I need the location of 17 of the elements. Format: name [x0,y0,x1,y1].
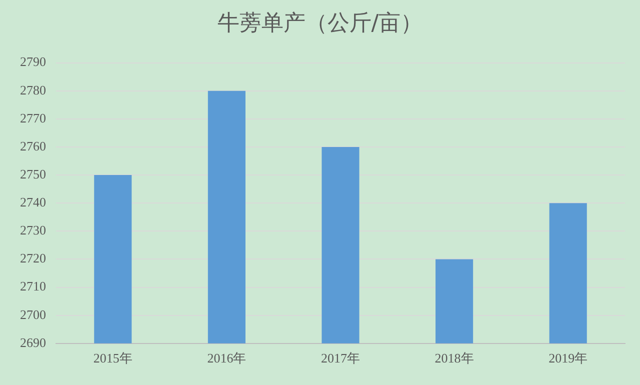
y-tick-label: 2690 [20,334,46,350]
y-tick-label: 2700 [20,306,46,322]
chart-title: 牛蒡单产（公斤/亩） [216,10,424,38]
y-tick-label: 2730 [20,222,46,238]
x-tick-label: 2015年 [93,350,132,366]
x-tick-label: 2018年 [434,350,474,366]
y-tick-label: 2760 [20,138,46,154]
y-tick-label: 2750 [20,166,46,182]
x-tick-label: 2019年 [548,350,588,366]
y-tick-label: 2740 [20,194,46,210]
x-tick-label: 2016年 [207,350,246,366]
x-tick-label: 2017年 [321,350,360,366]
y-tick-label: 2720 [20,250,46,266]
y-tick-label: 2710 [20,278,46,294]
y-tick-label: 2790 [20,54,46,70]
y-tick-label: 2770 [20,110,46,126]
y-tick-label: 2780 [20,82,46,98]
